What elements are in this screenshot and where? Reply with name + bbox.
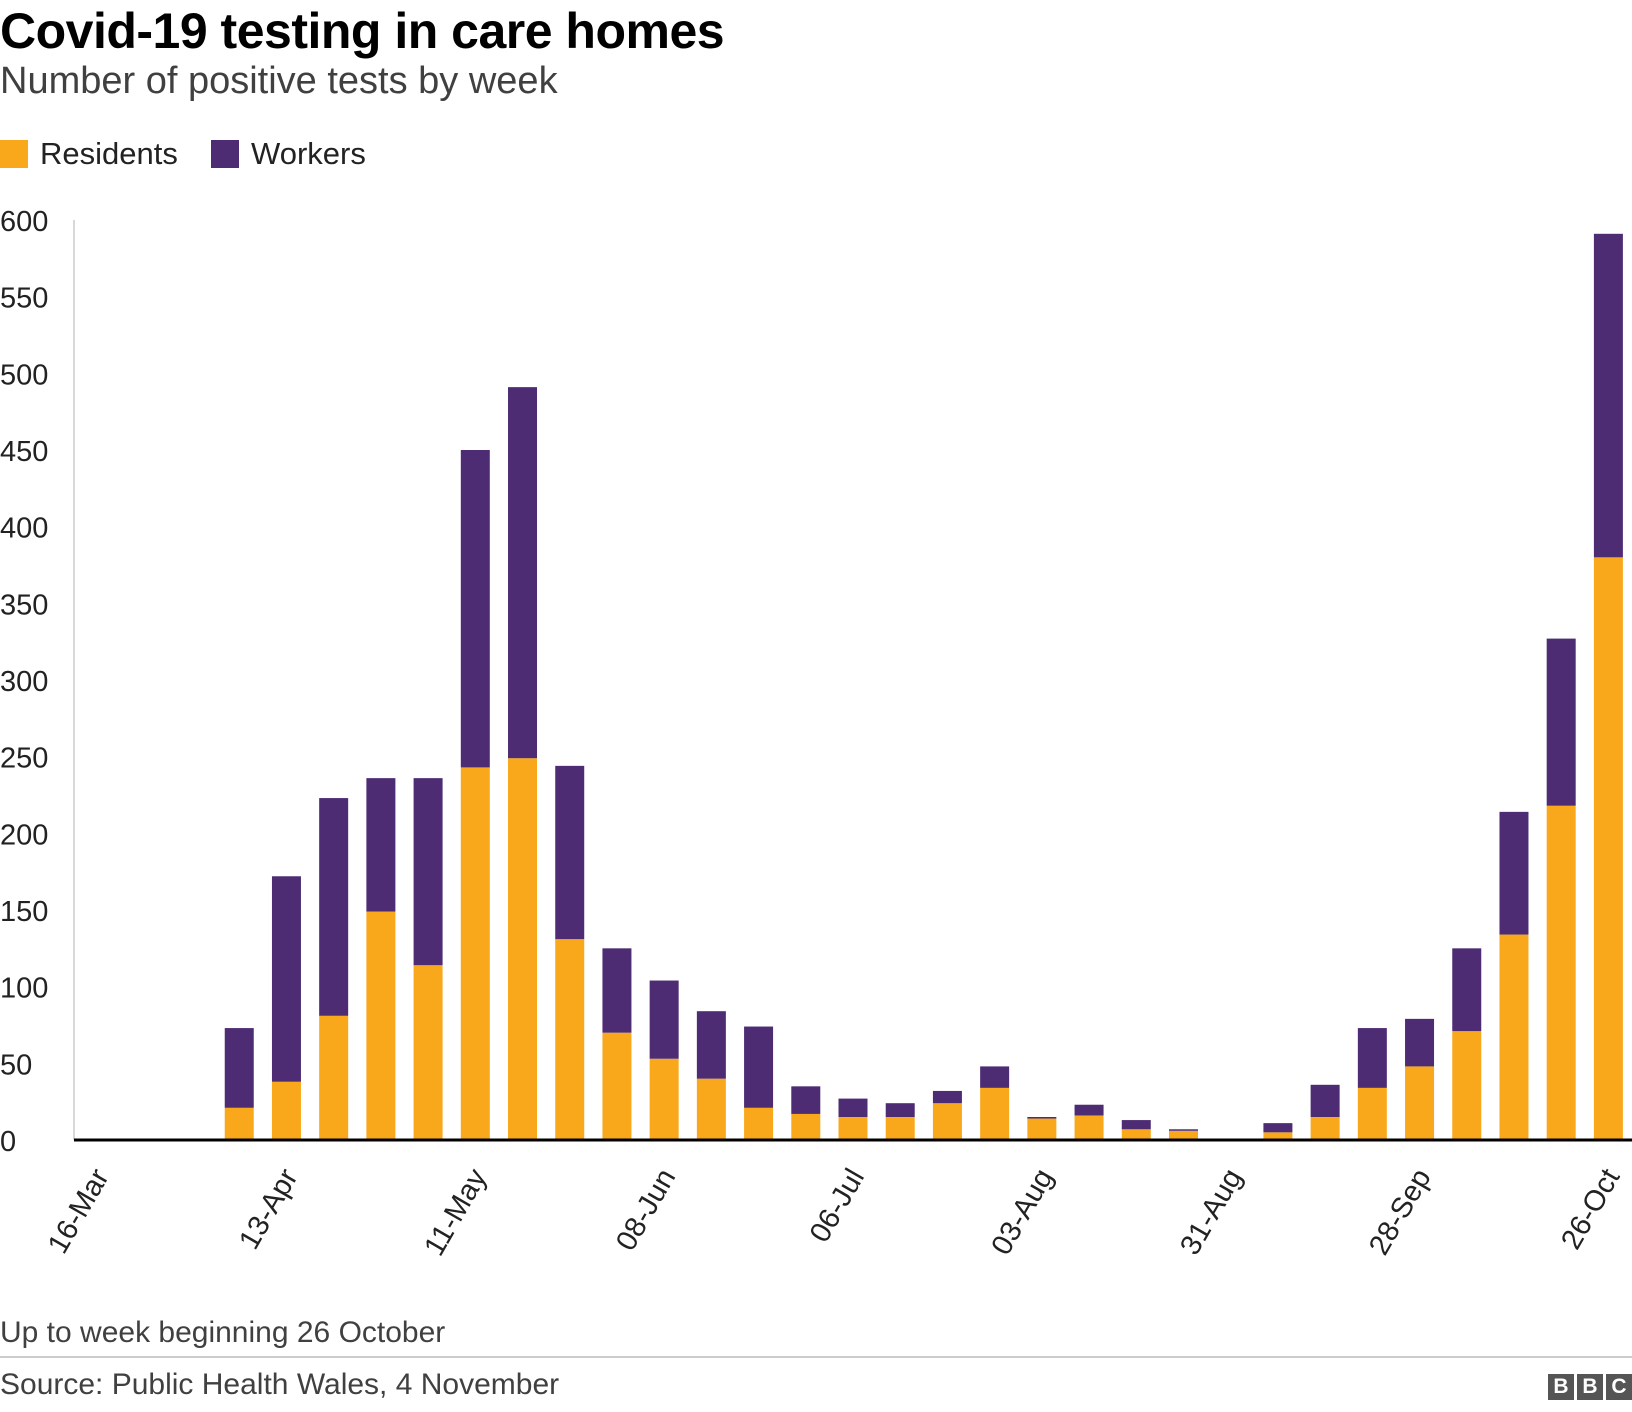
bar-residents xyxy=(932,1103,962,1140)
bar-workers xyxy=(366,778,396,912)
x-tick-label: 08-Jun xyxy=(610,1164,682,1257)
bar-residents xyxy=(1263,1132,1293,1140)
y-tick-label: 500 xyxy=(0,359,48,391)
bar-residents xyxy=(460,767,490,1140)
bar-workers xyxy=(319,798,349,1016)
bar-residents xyxy=(744,1107,774,1140)
bar-workers xyxy=(413,778,443,966)
bar-residents xyxy=(1452,1031,1482,1140)
bar-workers xyxy=(602,948,632,1033)
legend-item-residents: Residents xyxy=(0,136,178,172)
x-tick-label: 28-Sep xyxy=(1363,1164,1437,1261)
legend-swatch-residents xyxy=(0,140,28,168)
legend-label-workers: Workers xyxy=(251,136,366,171)
bar-residents xyxy=(413,965,443,1140)
y-tick-label: 150 xyxy=(0,896,48,928)
footer-divider xyxy=(0,1356,1632,1358)
bbc-logo: B B C xyxy=(1548,1374,1632,1400)
bar-residents xyxy=(319,1015,349,1140)
bar-workers xyxy=(1074,1104,1104,1116)
bar-residents xyxy=(555,939,585,1140)
y-tick-label: 600 xyxy=(0,206,48,238)
bar-workers xyxy=(1405,1018,1435,1067)
bar-residents xyxy=(1074,1115,1104,1140)
bar-workers xyxy=(555,765,585,940)
bar-residents xyxy=(980,1087,1010,1140)
bar-workers xyxy=(649,980,679,1059)
bar-workers xyxy=(1546,638,1576,806)
bar-residents xyxy=(508,758,538,1140)
bar-workers xyxy=(1263,1123,1293,1133)
bar-workers xyxy=(1168,1129,1198,1131)
y-tick-label: 200 xyxy=(0,819,48,851)
legend-label-residents: Residents xyxy=(40,136,178,171)
bar-workers xyxy=(508,387,538,759)
bar-residents xyxy=(885,1117,915,1140)
bbc-logo-letter: C xyxy=(1606,1374,1632,1400)
bar-residents xyxy=(1027,1118,1057,1140)
bar-workers xyxy=(1452,948,1482,1032)
y-tick-label: 350 xyxy=(0,589,48,621)
bar-workers xyxy=(460,450,490,768)
x-tick-label: 31-Aug xyxy=(1174,1164,1248,1261)
bar-workers xyxy=(1310,1084,1340,1117)
y-tick-label: 100 xyxy=(0,973,48,1005)
bar-workers xyxy=(1121,1120,1151,1130)
chart-title: Covid-19 testing in care homes xyxy=(0,3,725,59)
x-tick-label: 16-Mar xyxy=(42,1163,116,1259)
bar-workers xyxy=(932,1090,962,1104)
bar-residents xyxy=(1499,934,1529,1140)
bar-workers xyxy=(271,876,301,1082)
bar-residents xyxy=(838,1117,868,1140)
bar-residents xyxy=(1405,1066,1435,1140)
legend-swatch-workers xyxy=(211,140,239,168)
y-tick-label: 0 xyxy=(0,1126,16,1158)
bar-workers xyxy=(791,1086,821,1114)
bar-residents xyxy=(1121,1129,1151,1140)
x-tick-label: 06-Jul xyxy=(804,1164,871,1248)
bar-workers xyxy=(838,1098,868,1117)
legend-item-workers: Workers xyxy=(211,136,366,172)
bar-residents xyxy=(1357,1087,1387,1140)
y-tick-label: 550 xyxy=(0,283,48,315)
footnote: Up to week beginning 26 October xyxy=(0,1316,446,1349)
bar-workers xyxy=(1593,233,1623,558)
y-tick-label: 300 xyxy=(0,666,48,698)
bar-workers xyxy=(1027,1117,1057,1119)
source-note: Source: Public Health Wales, 4 November xyxy=(0,1368,560,1401)
bar-residents xyxy=(366,911,396,1140)
bbc-logo-letter: B xyxy=(1548,1374,1574,1400)
bar-workers xyxy=(1499,811,1529,935)
chart-subtitle: Number of positive tests by week xyxy=(0,60,558,102)
bar-residents xyxy=(1593,557,1623,1140)
bar-workers xyxy=(1357,1028,1387,1088)
bar-residents xyxy=(649,1058,679,1140)
bar-workers xyxy=(696,1011,726,1079)
y-tick-label: 250 xyxy=(0,743,48,775)
x-tick-label: 03-Aug xyxy=(985,1164,1059,1261)
bar-workers xyxy=(980,1066,1010,1088)
x-tick-label: 13-Apr xyxy=(233,1163,304,1255)
bar-workers xyxy=(224,1028,254,1108)
y-tick-label: 50 xyxy=(0,1049,32,1081)
bar-residents xyxy=(271,1081,301,1140)
stacked-bar-chart: 0 50 100 150 200 250 300 350 400 450 500 550 600 16-M… xyxy=(0,206,1632,1261)
x-tick-label: 11-May xyxy=(418,1163,493,1261)
y-tick-label: 400 xyxy=(0,513,48,545)
bar-workers xyxy=(885,1103,915,1117)
bar-residents xyxy=(696,1078,726,1140)
bar-residents xyxy=(602,1032,632,1140)
y-tick-label: 450 xyxy=(0,436,48,468)
bar-residents xyxy=(224,1107,254,1140)
bar-residents xyxy=(791,1113,821,1140)
bar-residents xyxy=(1168,1130,1198,1140)
bbc-logo-letter: B xyxy=(1577,1374,1603,1400)
bar-residents xyxy=(1310,1117,1340,1140)
x-tick-label: 26-Oct xyxy=(1555,1164,1626,1255)
bar-workers xyxy=(744,1026,774,1108)
bar-residents xyxy=(1546,805,1576,1140)
